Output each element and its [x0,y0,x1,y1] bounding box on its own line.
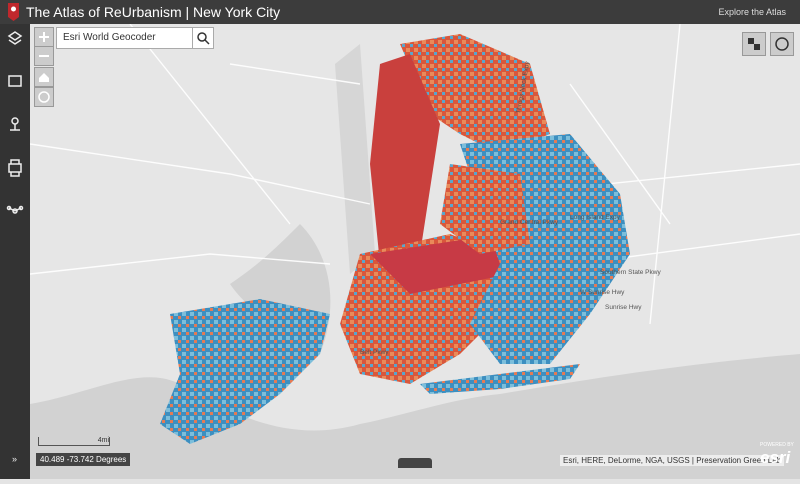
road-label: Long Island Expy [570,214,621,221]
road-label: Grand Central Pkwy [500,219,559,226]
scale-bar: 4mi [38,437,110,446]
attribution: Esri, HERE, DeLorme, NGA, USGS | Preserv… [560,455,785,466]
search-placeholder: Esri World Geocoder [63,32,156,43]
esri-powered: POWERED BY [760,442,794,448]
scale-label: 4mi [97,437,109,444]
icon[interactable] [8,75,22,87]
esri-text: esri [760,448,791,467]
app-title: The Atlas of ReUrbanism | New York City [26,4,281,20]
basemap-button[interactable] [742,32,766,56]
zoom-out[interactable] [34,46,54,66]
search-box[interactable]: Esri World Geocoder [56,27,214,49]
home-button[interactable] [34,67,54,87]
zoom-in[interactable] [34,27,54,47]
esri-logo: POWERED BY esri [760,442,794,468]
svg-text:»: » [12,454,17,464]
sidebar-icons: » [6,31,24,464]
road-label: Sunrise Hwy [605,304,642,311]
road-label: W Sunrise Hwy [580,289,625,296]
sidebar: » [0,24,30,479]
search-button[interactable] [192,28,213,48]
locate-button[interactable] [34,87,54,107]
road-label: Southern State Pkwy [600,269,661,276]
explore-link[interactable]: Explore the Atlas [718,7,786,17]
header: The Atlas of ReUrbanism | New York City … [0,0,800,24]
panel-toggle[interactable] [398,458,432,468]
info-button[interactable] [770,32,794,56]
road-label: Belt Pkwy [360,349,389,356]
coordinates: 40.489 -73.742 Degrees [36,453,131,466]
logo [8,3,19,21]
map[interactable]: Southern State Pkwy W Sunrise Hwy Sunris… [30,24,800,479]
